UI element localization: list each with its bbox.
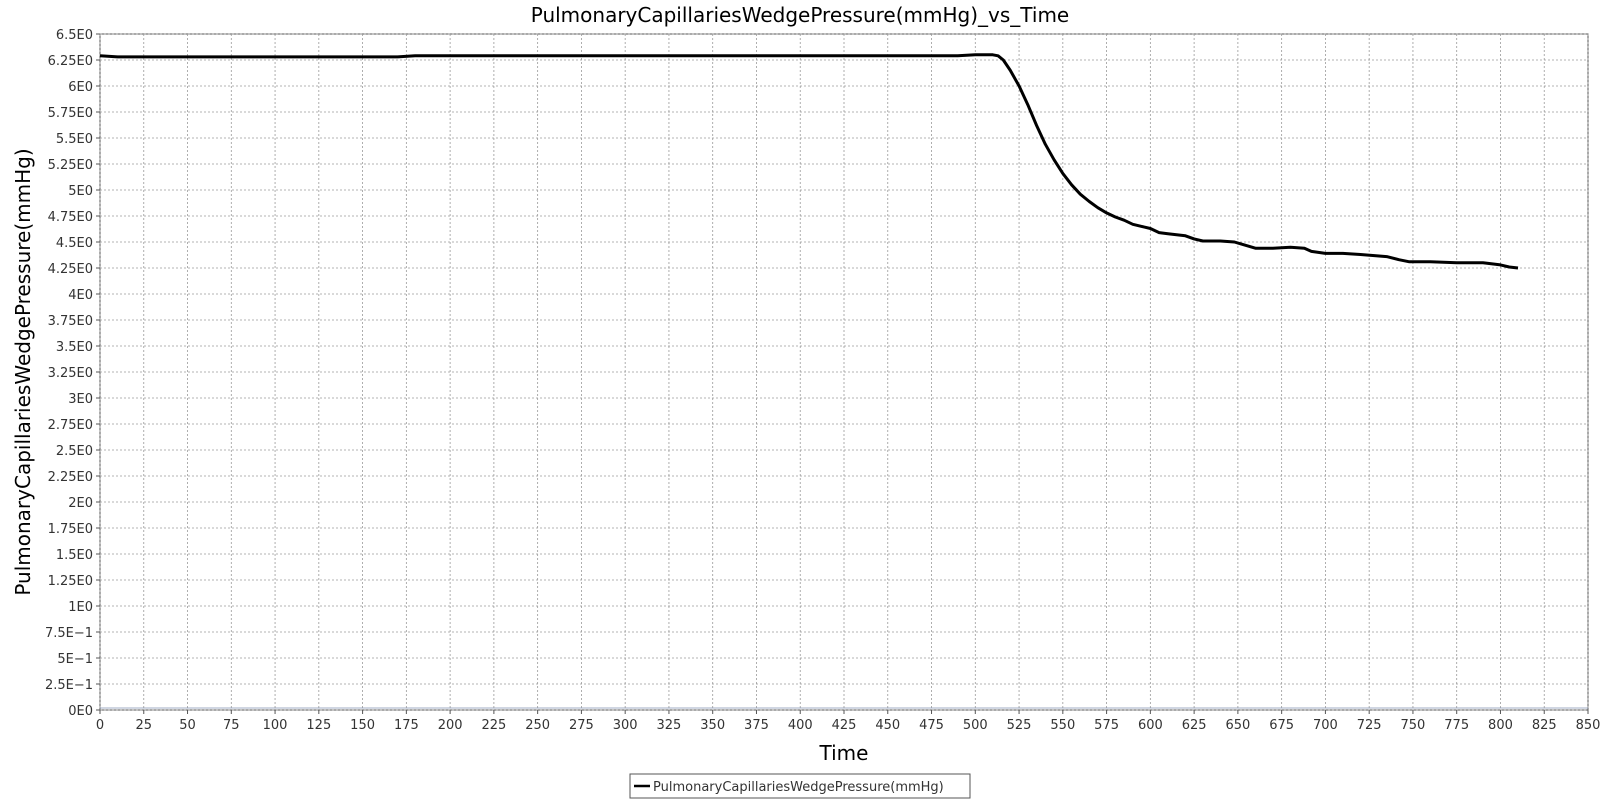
x-tick-label: 75 xyxy=(223,718,240,733)
y-tick-label: 3.75E0 xyxy=(48,314,93,329)
x-axis-title: Time xyxy=(819,741,869,765)
x-tick-label: 100 xyxy=(263,718,288,733)
x-tick-label: 400 xyxy=(788,718,813,733)
x-tick-label: 275 xyxy=(569,718,594,733)
y-tick-label: 4.5E0 xyxy=(56,236,93,251)
grid xyxy=(99,33,1589,711)
x-tick-label: 0 xyxy=(96,718,104,733)
x-tick-label: 575 xyxy=(1094,718,1119,733)
y-tick-label: 1.25E0 xyxy=(48,574,93,589)
x-tick-label: 850 xyxy=(1576,718,1600,733)
y-tick-label: 1.75E0 xyxy=(48,522,93,537)
y-tick-label: 5.5E0 xyxy=(56,132,93,147)
y-tick-label: 0E0 xyxy=(68,704,93,719)
y-tick-label: 3.25E0 xyxy=(48,366,93,381)
x-tick-label: 675 xyxy=(1269,718,1294,733)
x-tick-label: 200 xyxy=(438,718,463,733)
chart-title: PulmonaryCapillariesWedgePressure(mmHg)_… xyxy=(531,3,1070,27)
x-tick-label: 175 xyxy=(394,718,419,733)
y-axis-title: PulmonaryCapillariesWedgePressure(mmHg) xyxy=(11,148,35,595)
y-tick-label: 1.5E0 xyxy=(56,548,93,563)
x-tick-label: 225 xyxy=(481,718,506,733)
y-tick-label: 5.25E0 xyxy=(48,158,93,173)
x-tick-label: 425 xyxy=(832,718,857,733)
x-tick-label: 625 xyxy=(1182,718,1207,733)
x-tick-label: 50 xyxy=(179,718,196,733)
x-tick-label: 750 xyxy=(1401,718,1426,733)
y-tick-label: 3E0 xyxy=(68,392,93,407)
x-tick-label: 525 xyxy=(1007,718,1032,733)
legend-box xyxy=(629,773,971,799)
y-tick-label: 5E0 xyxy=(68,184,93,199)
x-tick-label: 600 xyxy=(1138,718,1163,733)
y-tick-label: 4.25E0 xyxy=(48,262,93,277)
legend-label: PulmonaryCapillariesWedgePressure(mmHg) xyxy=(653,780,944,795)
y-tick-label: 3.5E0 xyxy=(56,340,93,355)
y-tick-label: 6.5E0 xyxy=(56,28,93,43)
x-tick-label: 800 xyxy=(1488,718,1513,733)
y-tick-label: 6.25E0 xyxy=(48,54,93,69)
x-tick-label: 300 xyxy=(613,718,638,733)
x-tick-label: 150 xyxy=(350,718,375,733)
x-tick-label: 775 xyxy=(1444,718,1469,733)
x-tick-label: 550 xyxy=(1050,718,1075,733)
y-tick-label: 2E0 xyxy=(68,496,93,511)
y-axis: 0E0 2.5E−1 5E−1 7.5E−1 1E0 1.25E0 1.5E0 1.75E0 2… xyxy=(45,28,100,719)
y-tick-label: 2.25E0 xyxy=(48,470,93,485)
plot-area: 0E0 2.5E−1 5E−1 7.5E−1 1E0 1.25E0 1.5E0 1.75E0 2… xyxy=(45,28,1600,733)
y-tick-label: 5.75E0 xyxy=(48,106,93,121)
x-tick-label: 250 xyxy=(525,718,550,733)
y-tick-label: 6E0 xyxy=(68,80,93,95)
x-tick-label: 450 xyxy=(875,718,900,733)
y-tick-label: 2.5E−1 xyxy=(45,678,93,693)
x-tick-label: 725 xyxy=(1357,718,1382,733)
x-tick-label: 650 xyxy=(1225,718,1250,733)
x-tick-label: 350 xyxy=(700,718,725,733)
x-tick-label: 325 xyxy=(657,718,682,733)
y-tick-label: 4E0 xyxy=(68,288,93,303)
x-axis: 0 25 50 75 100 125 150 175 200 225 250 275 300 325 350… xyxy=(96,710,1600,733)
x-tick-label: 825 xyxy=(1532,718,1557,733)
x-tick-label: 25 xyxy=(135,718,152,733)
x-tick-label: 475 xyxy=(919,718,944,733)
y-tick-label: 1E0 xyxy=(68,600,93,615)
y-tick-label: 2.5E0 xyxy=(56,444,93,459)
x-tick-label: 375 xyxy=(744,718,769,733)
series-layer xyxy=(99,53,1519,270)
x-tick-label: 500 xyxy=(963,718,988,733)
series-line xyxy=(99,53,1519,270)
legend: PulmonaryCapillariesWedgePressure(mmHg) xyxy=(629,773,971,799)
y-tick-label: 5E−1 xyxy=(57,652,93,667)
x-tick-label: 125 xyxy=(306,718,331,733)
y-tick-label: 2.75E0 xyxy=(48,418,93,433)
x-tick-label: 700 xyxy=(1313,718,1338,733)
y-tick-label: 7.5E−1 xyxy=(45,626,93,641)
y-tick-label: 4.75E0 xyxy=(48,210,93,225)
